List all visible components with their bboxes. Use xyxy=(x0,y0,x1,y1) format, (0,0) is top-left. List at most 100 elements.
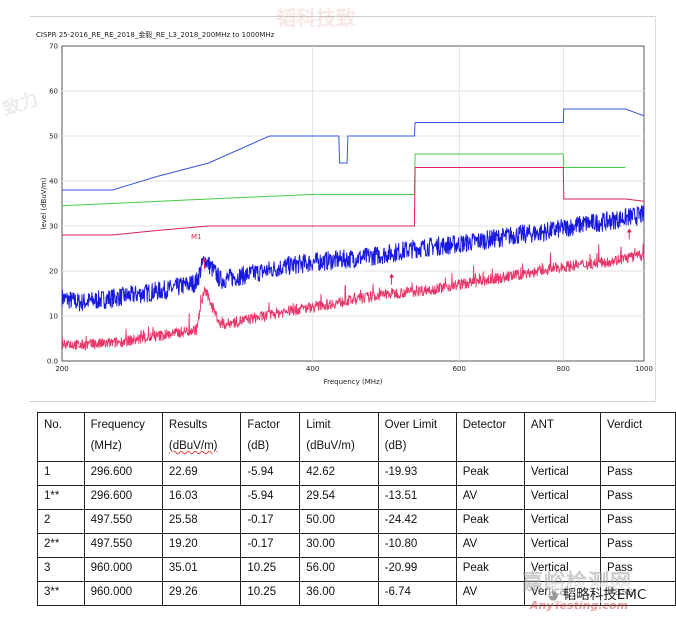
table-cell: 1** xyxy=(37,485,85,510)
table-cell: -20.99 xyxy=(377,557,457,582)
table-cell: 35.01 xyxy=(161,557,242,582)
table-row: 1 296.600 22.69 -5.94 42.62 -19.93 Peak Vertica… xyxy=(37,461,676,486)
column-header-label: Results xyxy=(168,419,208,431)
x-axis-label: Frequency (MHz) xyxy=(324,378,383,386)
table-cell: 497.550 xyxy=(83,509,163,534)
y-tick-label: 0.0 xyxy=(47,358,58,366)
table-cell: Peak xyxy=(455,509,525,534)
table-cell: 22.69 xyxy=(161,461,242,486)
chart-title: CISPR 25-2016_RE_RE_2018_金毅_RE_L3_2018_2… xyxy=(36,31,275,39)
table-cell: 29.26 xyxy=(161,581,242,606)
table-cell: 29.54 xyxy=(299,485,379,510)
column-header-label: Verdict xyxy=(607,419,643,431)
table-cell: -19.93 xyxy=(377,461,457,486)
table-cell: -0.17 xyxy=(240,509,301,534)
table-cell: 3** xyxy=(37,581,85,606)
y-tick-label: 70 xyxy=(49,43,58,51)
table-cell: AV xyxy=(455,485,525,510)
middle-divider xyxy=(30,401,656,402)
table-cell: Vertical xyxy=(523,581,602,606)
table-cell: 2** xyxy=(37,533,85,558)
column-header-label: Limit xyxy=(306,419,331,431)
table-cell: Vertical xyxy=(523,557,602,582)
column-header: Frequency (MHz) xyxy=(83,412,163,462)
table-cell: 2 xyxy=(37,509,85,534)
table-cell: 30.00 xyxy=(299,533,379,558)
table-cell: 16.03 xyxy=(161,485,242,510)
x-tick-label: 1000 xyxy=(635,365,653,373)
column-header: Factor (dB) xyxy=(240,412,301,462)
right-divider xyxy=(655,16,656,402)
column-header: No. xyxy=(37,412,85,462)
column-header-label: Detector xyxy=(462,419,507,431)
table-cell: Pass xyxy=(600,557,676,582)
table-cell: Vertical xyxy=(523,461,602,486)
table-header-row: No. Frequency (MHz) Results (dBuV/m) Factor (d… xyxy=(37,412,676,462)
table-cell: Vertical xyxy=(523,485,602,510)
table-cell: Pass xyxy=(600,509,676,534)
table-cell: 19.20 xyxy=(161,533,242,558)
table-cell: 3 xyxy=(37,557,85,582)
x-tick-label: 800 xyxy=(557,365,570,373)
plot-area xyxy=(61,45,645,362)
table-cell: -13.51 xyxy=(377,485,457,510)
column-header-label: No. xyxy=(44,419,62,431)
table-cell: AV xyxy=(455,533,525,558)
table-cell: 960.000 xyxy=(83,581,163,606)
emission-chart: 0.0 10 20 30 40 50 60 70 200 400 600 800 1000 Frequen… xyxy=(40,43,653,387)
column-header-label: ANT xyxy=(530,419,554,431)
y-tick-label: 40 xyxy=(49,178,58,186)
table-cell: 25.58 xyxy=(161,509,242,534)
marker-label: M1 xyxy=(191,233,202,241)
table-row: 2 497.550 25.58 -0.17 50.00 -24.42 Peak Vertica… xyxy=(37,509,676,534)
table-cell: -10.80 xyxy=(377,533,457,558)
table-cell: -24.42 xyxy=(377,509,457,534)
table-cell: 42.62 xyxy=(299,461,379,486)
y-tick-label: 50 xyxy=(49,133,58,141)
column-header-unit: (MHz) xyxy=(90,440,122,452)
y-axis-label: level (dBuV/m) xyxy=(40,177,48,229)
x-tick-label: 400 xyxy=(306,365,319,373)
column-header: Over Limit (dB) xyxy=(377,412,457,462)
marker-arrow xyxy=(626,228,632,233)
column-header-label: Frequency xyxy=(90,419,145,431)
peak-trace xyxy=(61,205,645,312)
y-tick-label: 30 xyxy=(49,223,58,231)
table-cell: Vertical xyxy=(523,509,602,534)
table-row: 3 960.000 35.01 10.25 56.00 -20.99 Peak Vertica… xyxy=(37,557,676,582)
table-cell: 296.600 xyxy=(83,485,163,510)
marker-arrow xyxy=(202,257,208,262)
table-cell: 10.25 xyxy=(240,581,301,606)
table-cell: 296.600 xyxy=(83,461,163,486)
table-cell: Pass xyxy=(600,581,676,606)
table-cell: AV xyxy=(455,581,525,606)
table-cell: Peak xyxy=(455,557,525,582)
results-table: No. Frequency (MHz) Results (dBuV/m) Factor (d… xyxy=(37,412,676,606)
column-header-unit: (dB) xyxy=(247,440,270,452)
table-cell: Pass xyxy=(600,461,676,486)
top-divider xyxy=(30,16,656,17)
limit-line xyxy=(62,167,645,236)
column-header: Detector xyxy=(455,412,525,462)
table-cell: 56.00 xyxy=(299,557,379,582)
table-cell: Peak xyxy=(455,461,525,486)
table-cell: -6.74 xyxy=(377,581,457,606)
column-header: Results (dBuV/m) xyxy=(161,412,242,462)
y-tick-label: 10 xyxy=(49,313,58,321)
column-header-label: Over Limit xyxy=(384,419,438,431)
column-header: Verdict xyxy=(600,412,676,462)
x-tick-label: 600 xyxy=(453,365,466,373)
column-header: Limit (dBuV/m) xyxy=(299,412,379,462)
column-header: ANT xyxy=(523,412,602,462)
column-header-unit: (dB) xyxy=(384,440,407,452)
table-row: 3** 960.000 29.26 10.25 36.00 -6.74 AV Vertical… xyxy=(37,581,676,606)
column-header-unit: (dBuV/m) xyxy=(306,440,355,452)
table-cell: -5.94 xyxy=(240,461,301,486)
table-cell: 36.00 xyxy=(299,581,379,606)
table-body: 1 296.600 22.69 -5.94 42.62 -19.93 Peak Vertica… xyxy=(37,461,676,606)
table-cell: 960.000 xyxy=(83,557,163,582)
table-cell: 50.00 xyxy=(299,509,379,534)
table-cell: -5.94 xyxy=(240,485,301,510)
y-tick-label: 60 xyxy=(49,88,58,96)
table-row: 1** 296.600 16.03 -5.94 29.54 -13.51 AV Vertica… xyxy=(37,485,676,510)
